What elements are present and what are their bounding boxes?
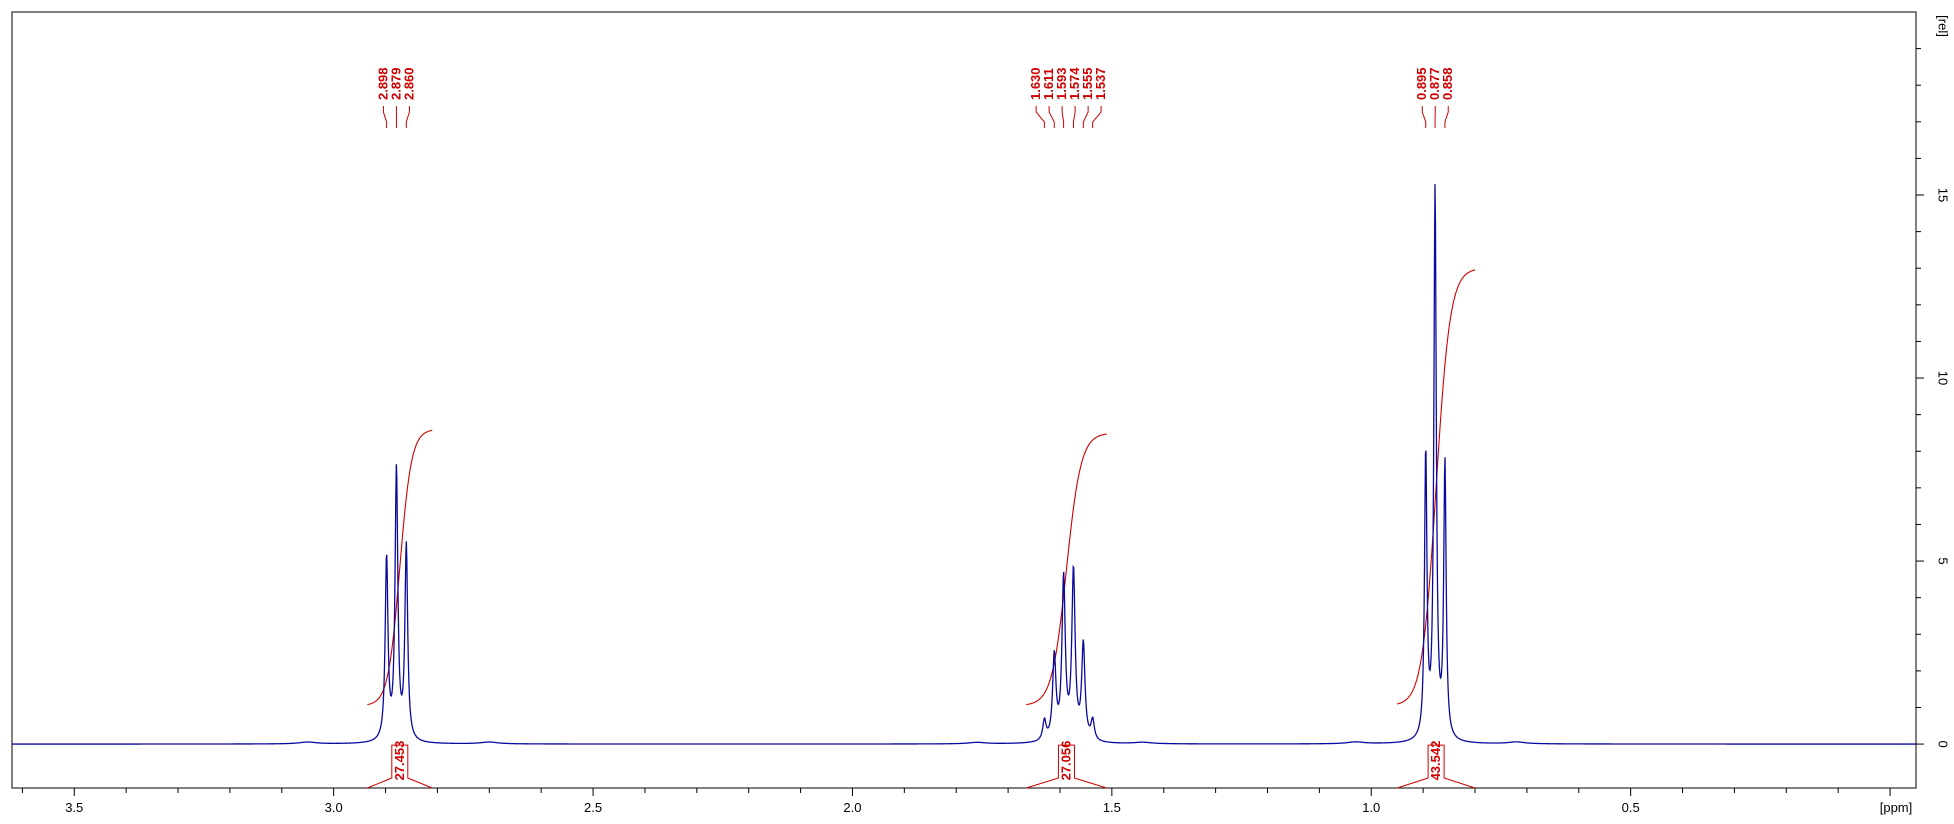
integral-value-label: 27.056 — [1058, 741, 1073, 781]
x-axis-unit-label: [ppm] — [1880, 800, 1913, 815]
integral-bracket — [367, 744, 433, 789]
peak-label: 2.898 — [375, 67, 390, 100]
peak-leader-line — [1092, 106, 1102, 128]
peak-leader-line — [382, 106, 388, 128]
peak-label: 2.879 — [388, 67, 403, 100]
y-axis-ticks: 0 5 10 15 — [1916, 48, 1951, 748]
peak-leader-line — [1082, 106, 1089, 128]
integral-curve — [367, 429, 433, 706]
x-tick-label: 3.0 — [325, 800, 343, 815]
integral-curve — [1026, 433, 1107, 706]
y-axis-unit-label: [rel] — [1936, 15, 1951, 37]
integral-bracket — [1397, 744, 1476, 789]
y-tick-label: 5 — [1936, 557, 1951, 564]
peak-label: 1.593 — [1054, 67, 1069, 100]
x-tick-label: 2.0 — [843, 800, 861, 815]
integral-value-label: 27.453 — [392, 741, 407, 781]
spectrum-trace — [12, 184, 1916, 745]
peak-label: 1.537 — [1093, 67, 1108, 100]
peak-leader-line — [1048, 106, 1055, 128]
peak-leader-line — [1035, 106, 1045, 128]
peak-leader-line — [1061, 106, 1065, 128]
peak-label: 0.858 — [1440, 67, 1455, 100]
x-tick-label: 0.5 — [1622, 800, 1640, 815]
integral-value-label: 43.542 — [1428, 741, 1443, 781]
peak-label: 0.895 — [1414, 67, 1429, 100]
y-tick-label: 15 — [1936, 188, 1951, 202]
x-tick-label: 2.5 — [584, 800, 602, 815]
peak-leader-line — [1421, 106, 1427, 128]
y-tick-label: 10 — [1936, 371, 1951, 385]
peak-leader-line — [405, 106, 410, 128]
x-tick-label: 1.5 — [1103, 800, 1121, 815]
peak-label: 1.555 — [1080, 67, 1095, 100]
y-tick-label: 0 — [1936, 740, 1951, 747]
peak-label: 1.611 — [1041, 68, 1056, 100]
peak-label: 1.574 — [1067, 67, 1082, 100]
peak-leader-line — [1444, 106, 1449, 128]
peak-leader-line — [1072, 106, 1076, 128]
x-tick-label: 1.0 — [1362, 800, 1380, 815]
x-axis-ticks: 3.5 3.0 2.5 2.0 1.5 1.0 0.5 — [21, 788, 1891, 815]
plot-frame — [11, 11, 1917, 789]
x-tick-label: 3.5 — [65, 800, 83, 815]
integral-bracket — [1026, 744, 1107, 789]
peak-label: 0.877 — [1427, 67, 1442, 100]
peak-label: 1.630 — [1028, 67, 1043, 100]
peak-label: 2.860 — [401, 67, 416, 100]
integral-curves — [367, 269, 1476, 706]
integral-value-labels: 27.453 27.056 43.542 — [367, 741, 1476, 789]
